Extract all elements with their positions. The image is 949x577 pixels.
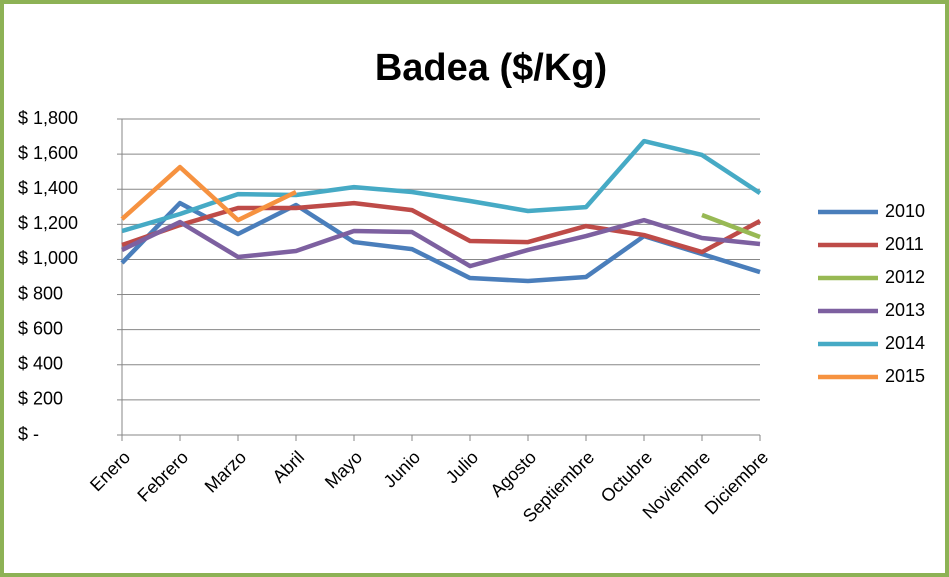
y-tick-label: $ 400 [18, 354, 63, 374]
y-tick-label: $ 1,200 [18, 213, 78, 233]
y-tick-label: $ 1,400 [18, 178, 78, 198]
series-line [120, 164, 297, 223]
series-line [121, 138, 762, 234]
series-line [701, 212, 761, 240]
y-tick-label: $ 1,800 [18, 108, 78, 128]
legend-label: 2015 [885, 366, 925, 386]
y-tick-label: $ - [18, 424, 39, 444]
y-tick-label: $ 1,600 [18, 143, 78, 163]
y-tick-label: $ 1,000 [18, 248, 78, 268]
legend-label: 2012 [885, 267, 925, 287]
chart-title: Badea ($/Kg) [375, 47, 607, 89]
series-line [121, 217, 761, 269]
y-tick-label: $ 800 [18, 283, 63, 303]
y-tick-label: $ 600 [18, 318, 63, 338]
legend-label: 2011 [885, 234, 924, 254]
legend-label: 2013 [885, 300, 925, 320]
legend-label: 2010 [885, 201, 925, 221]
y-tick-label: $ 200 [18, 389, 63, 409]
legend-label: 2014 [885, 333, 925, 353]
